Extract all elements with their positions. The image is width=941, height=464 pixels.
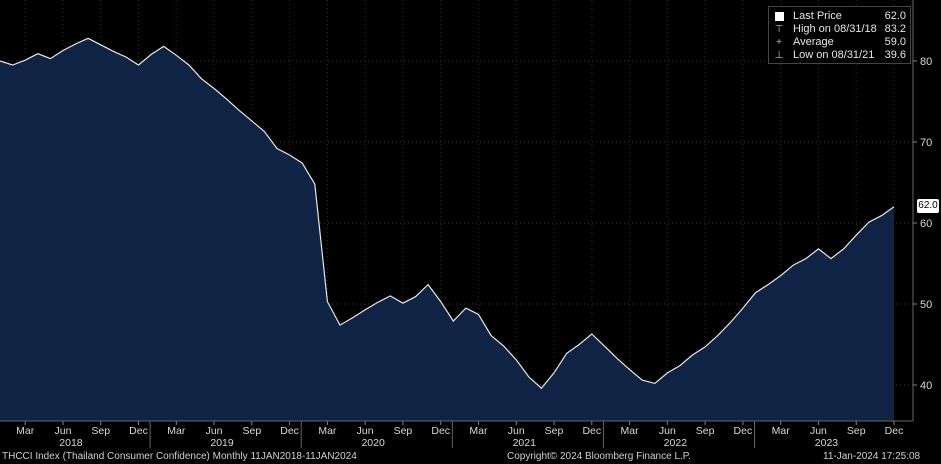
x-tick-label: Mar bbox=[318, 425, 337, 437]
legend[interactable]: Last Price 62.0 ⊤ High on 08/31/18 83.2 … bbox=[768, 6, 911, 64]
y-axis: 40 50 60 70 80 bbox=[913, 56, 932, 392]
y-tick-label: 40 bbox=[920, 380, 932, 392]
footer-copyright: Copyright© 2024 Bloomberg Finance L.P. bbox=[507, 451, 691, 462]
x-year-label: 2021 bbox=[513, 437, 537, 449]
x-tick-label: Mar bbox=[167, 425, 186, 437]
legend-value: 83.2 bbox=[884, 23, 906, 35]
x-tick-label: Sep bbox=[394, 425, 413, 437]
x-tick-label: Sep bbox=[847, 425, 866, 437]
low-marker-icon: ⊥ bbox=[774, 50, 784, 61]
legend-value: 62.0 bbox=[884, 10, 906, 22]
x-tick-label: Sep bbox=[242, 425, 261, 437]
legend-label: Last Price bbox=[793, 10, 842, 22]
x-year-label: 2020 bbox=[361, 437, 385, 449]
x-axis-years: 2018 2019 2020 2021 2022 2023 bbox=[59, 421, 838, 449]
legend-item-average: + Average 59.0 bbox=[769, 36, 910, 49]
y-tick-label: 60 bbox=[920, 218, 932, 230]
legend-item-last-price: Last Price 62.0 bbox=[769, 10, 910, 23]
x-tick-label: Jun bbox=[206, 425, 223, 437]
square-swatch-icon bbox=[774, 10, 784, 25]
y-tick-label: 70 bbox=[920, 137, 932, 149]
footer-ticker: THCCI Index (Thailand Consumer Confidenc… bbox=[2, 451, 357, 462]
y-tick-label: 80 bbox=[920, 56, 932, 68]
x-tick-label: Sep bbox=[91, 425, 110, 437]
legend-value: 39.6 bbox=[884, 49, 906, 61]
x-tick-label: Dec bbox=[582, 425, 601, 437]
legend-label: High on 08/31/18 bbox=[793, 23, 877, 35]
x-year-label: 2023 bbox=[815, 437, 839, 449]
x-year-label: 2019 bbox=[210, 437, 234, 449]
average-marker-icon: + bbox=[776, 37, 782, 48]
x-tick-label: Mar bbox=[772, 425, 791, 437]
x-tick-label: Jun bbox=[357, 425, 374, 437]
x-tick-label: Dec bbox=[734, 425, 753, 437]
x-year-label: 2018 bbox=[59, 437, 83, 449]
price-line bbox=[0, 37, 895, 390]
footer-timestamp: 11-Jan-2024 17:25:08 bbox=[823, 451, 921, 462]
x-year-label: 2022 bbox=[664, 437, 688, 449]
x-tick-label: Sep bbox=[545, 425, 564, 437]
high-marker-icon: ⊤ bbox=[774, 24, 784, 35]
legend-item-high: ⊤ High on 08/31/18 83.2 bbox=[769, 23, 910, 36]
x-tick-label: Dec bbox=[431, 425, 450, 437]
x-tick-label: Jun bbox=[659, 425, 676, 437]
legend-label: Average bbox=[793, 36, 834, 48]
legend-value: 59.0 bbox=[884, 36, 906, 48]
legend-label: Low on 08/31/21 bbox=[793, 49, 875, 61]
x-tick-label: Mar bbox=[469, 425, 488, 437]
x-tick-label: Dec bbox=[885, 425, 904, 437]
x-axis: Mar Jun Sep Dec Mar Jun Sep Dec Mar Jun Sep Dec Mar J… bbox=[16, 421, 903, 437]
x-tick-label: Dec bbox=[280, 425, 299, 437]
last-price-flag: 62.0 bbox=[917, 199, 939, 213]
x-tick-label: Dec bbox=[129, 425, 148, 437]
x-tick-label: Jun bbox=[508, 425, 525, 437]
x-tick-label: Mar bbox=[621, 425, 640, 437]
x-tick-label: Sep bbox=[696, 425, 715, 437]
x-tick-label: Mar bbox=[16, 425, 35, 437]
x-tick-label: Jun bbox=[54, 425, 71, 437]
legend-item-low: ⊥ Low on 08/31/21 39.6 bbox=[769, 49, 910, 62]
x-tick-label: Jun bbox=[810, 425, 827, 437]
area-fill bbox=[0, 38, 894, 422]
y-tick-label: 50 bbox=[920, 299, 932, 311]
